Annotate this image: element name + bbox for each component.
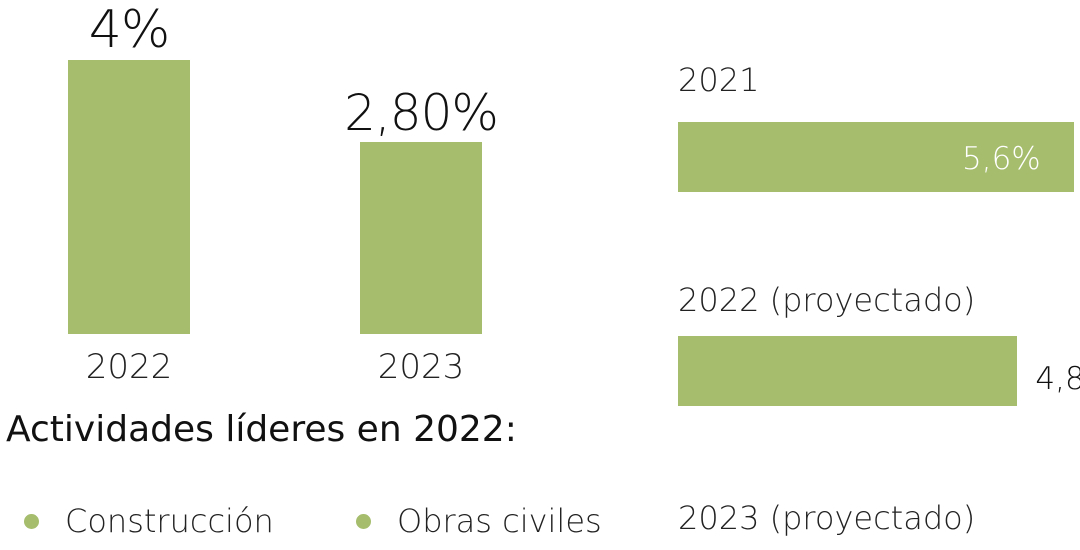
category-label-2023: 2023	[377, 347, 465, 387]
category-label-2022: 2022	[85, 347, 173, 387]
category-label-2022-proyectado: 2022 (proyectado)	[678, 281, 976, 319]
bullet-icon	[24, 513, 39, 529]
bar-2021	[678, 122, 1074, 192]
bullet-icon	[356, 513, 371, 529]
data-label-2023: 2,80%	[344, 84, 499, 143]
data-label-2021: 5,6%	[962, 141, 1041, 177]
data-label-2022-proyectado: 4,8%	[1035, 361, 1080, 397]
legend-item-obras-civiles: Obras civiles	[356, 505, 602, 537]
legend-item-construccion: Construcción	[24, 505, 274, 537]
bar-2022-proyectado	[678, 336, 1018, 406]
legend-label: Obras civiles	[397, 502, 602, 540]
leaders-title: Actividades líderes en 2022:	[6, 409, 517, 450]
legend-label: Construcción	[65, 502, 274, 540]
horizontal-bar-chart: 2021 5,6% 2022 (proyectado) 4,8% 2023 (proye…	[678, 0, 1080, 550]
data-label-2022: 4%	[88, 0, 171, 60]
category-label-2023-proyectado: 2023 (proyectado)	[678, 499, 976, 537]
bar-2023	[360, 142, 482, 334]
vertical-bar-chart: 4% 2022 2,80% 2023	[0, 0, 560, 400]
category-label-2021: 2021	[678, 61, 760, 99]
bar-2022	[68, 60, 190, 334]
